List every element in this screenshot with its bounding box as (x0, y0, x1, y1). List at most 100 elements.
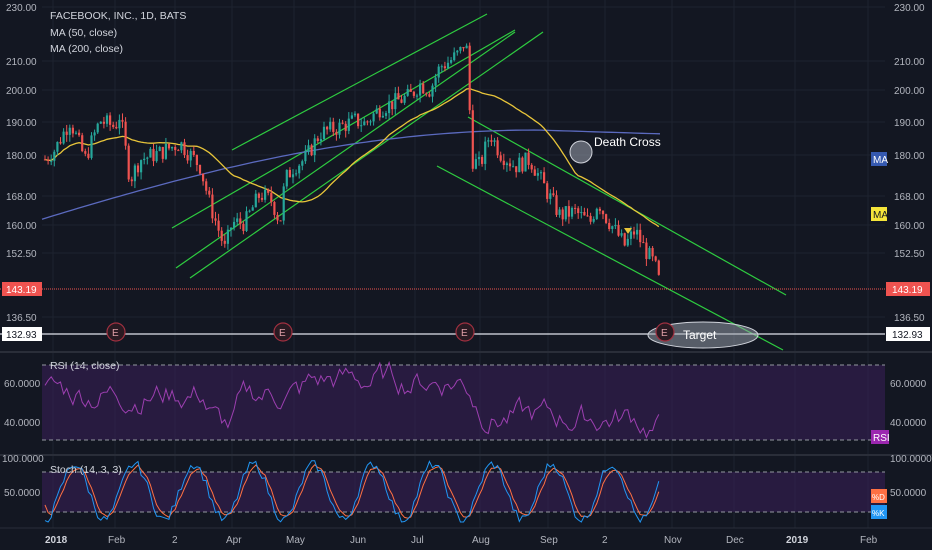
candle-body (332, 121, 335, 132)
svg-text:E: E (112, 328, 119, 339)
price-tick-left: 180.00 (6, 151, 37, 162)
candle-body (412, 91, 415, 96)
candle-body (372, 113, 375, 122)
candle-body (384, 113, 388, 116)
price-tick-left: 136.50 (6, 313, 37, 324)
candle-body (291, 174, 295, 178)
time-tick: Jun (350, 535, 366, 546)
candle-body (99, 121, 102, 124)
candle-body (521, 157, 524, 172)
stoch-k-badge (871, 505, 887, 519)
time-axis[interactable]: 2018 Feb 2 Apr May Jun Jul Aug Sep 2 Nov… (45, 535, 878, 546)
candle-body (552, 193, 555, 196)
last-price-tag-right (886, 282, 930, 296)
candle-body (316, 138, 319, 142)
ma200-legend[interactable]: MA (200, close) (50, 43, 123, 55)
candle-body (481, 157, 484, 164)
candle-body (158, 146, 161, 152)
candle-body (208, 190, 211, 195)
candle-body (121, 119, 124, 122)
price-tick-right: 190.00 (894, 118, 925, 129)
candle-body (136, 165, 140, 173)
candle-body (369, 121, 372, 123)
candle-body (50, 160, 53, 162)
candle-body (561, 209, 564, 220)
stoch-d-badge (871, 489, 887, 503)
rsi-legend[interactable]: RSI (14, close) (50, 360, 120, 372)
candle-body (450, 60, 453, 63)
candle-body (487, 140, 490, 142)
earnings-markers[interactable]: E E E E (106, 322, 675, 342)
candle-body (493, 140, 496, 142)
candle-body (391, 101, 394, 110)
rsi-line (44, 360, 660, 439)
price-tick-right: 200.00 (894, 86, 925, 97)
candle-body (198, 164, 202, 174)
svg-text:143.19: 143.19 (6, 285, 37, 296)
candle-body (592, 218, 595, 222)
candle-body (127, 145, 130, 180)
candle-body (555, 195, 558, 215)
candle-body (282, 186, 285, 221)
candle-body (270, 192, 273, 203)
candle-body (53, 151, 56, 161)
candle-body (96, 123, 99, 133)
candle-body (329, 121, 332, 130)
candle-body (580, 211, 583, 214)
candle-body (583, 211, 586, 216)
time-tick: May (286, 535, 305, 546)
candle-body (477, 157, 481, 160)
earnings-marker-4 (655, 322, 675, 342)
candle-body (115, 126, 118, 129)
candle-body (375, 108, 378, 114)
candle-body (543, 172, 546, 184)
candle-body (112, 124, 115, 127)
candle-body (177, 150, 180, 152)
candle-body (645, 242, 648, 259)
candle-body (564, 206, 567, 220)
candle-body (242, 223, 245, 231)
candle-body (236, 218, 239, 222)
candle-body (102, 121, 105, 124)
ma50-legend[interactable]: MA (50, close) (50, 27, 118, 39)
candle-body (415, 95, 419, 97)
symbol-title[interactable]: FACEBOOK, INC., 1D, BATS (50, 10, 187, 22)
candle-body (400, 99, 403, 103)
candle-body (43, 159, 47, 161)
time-tick: Jul (411, 535, 424, 546)
candle-body (59, 141, 62, 144)
candle-body (574, 207, 577, 209)
time-tick: 2019 (786, 535, 809, 546)
stoch-k-line (44, 460, 660, 524)
right-price-axis[interactable]: 230.00 210.00 200.00 190.00 180.00 168.0… (871, 3, 932, 519)
death-cross-marker[interactable] (569, 140, 593, 164)
candle-body (518, 157, 521, 173)
candle-body (335, 131, 338, 135)
up-channel-lower-b (189, 31, 544, 279)
candle-body (611, 226, 614, 229)
candle-body (71, 127, 74, 134)
rsi-tick-right: 60.0000 (890, 379, 927, 390)
candle-body (245, 211, 248, 231)
candle-body (453, 52, 456, 61)
candle-body (549, 193, 552, 199)
target-marker[interactable] (647, 321, 759, 349)
candle-body (431, 85, 434, 97)
stoch-legend[interactable]: Stoch (14, 3, 3) (50, 464, 122, 476)
candle-body (47, 159, 50, 161)
candle-body (366, 121, 369, 123)
earnings-marker-2 (273, 322, 293, 342)
time-tick: Aug (472, 535, 490, 546)
candle-body (65, 131, 68, 135)
time-tick: Apr (226, 535, 242, 546)
earnings-marker-1 (106, 322, 126, 342)
rsi-tick-left: 60.0000 (4, 379, 41, 390)
rsi-tick-right: 40.0000 (890, 418, 927, 429)
candle-body (217, 220, 220, 231)
ma-badge-blue (871, 152, 887, 166)
candle-body (381, 115, 384, 118)
candle-body (527, 152, 530, 165)
left-price-axis[interactable]: 230.00 210.00 200.00 190.00 180.00 168.0… (2, 3, 44, 499)
candle-body (322, 126, 326, 140)
